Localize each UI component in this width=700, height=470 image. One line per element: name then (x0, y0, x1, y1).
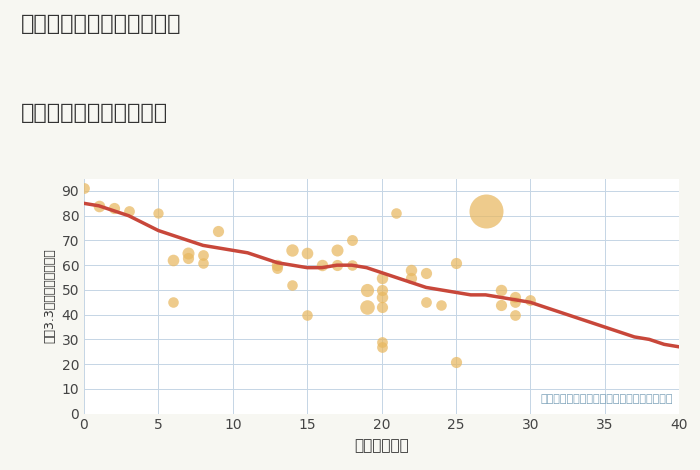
Point (406, 274, 417, 282)
Point (346, 237, 357, 244)
Point (197, 251, 209, 259)
Point (168, 298, 179, 306)
Point (450, 358, 461, 365)
Point (361, 286, 372, 294)
Point (93, 202, 104, 210)
Point (287, 247, 298, 254)
Point (316, 261, 328, 269)
Point (183, 254, 194, 261)
Point (361, 304, 372, 311)
Point (168, 257, 179, 264)
Text: 千葉県市原市ちはら台南の: 千葉県市原市ちはら台南の (21, 14, 181, 34)
Point (153, 210, 164, 217)
Point (108, 204, 119, 212)
Point (495, 286, 506, 294)
Point (510, 311, 521, 318)
Point (212, 227, 223, 235)
Point (302, 311, 313, 318)
Y-axis label: 坪（3.3㎡）単価（万円）: 坪（3.3㎡）単価（万円） (43, 249, 56, 344)
Point (450, 259, 461, 266)
Point (123, 207, 134, 214)
Point (197, 259, 209, 266)
Point (78, 185, 90, 192)
Point (272, 261, 283, 269)
Point (495, 301, 506, 308)
Point (406, 266, 417, 274)
Point (391, 210, 402, 217)
Text: 築年数別中古戸建て価格: 築年数別中古戸建て価格 (21, 103, 168, 124)
Point (421, 298, 432, 306)
Point (480, 207, 491, 214)
Point (376, 338, 387, 345)
Point (376, 294, 387, 301)
Text: 円の大きさは、取引のあった物件面積を示す: 円の大きさは、取引のあった物件面積を示す (540, 394, 673, 404)
X-axis label: 築年数（年）: 築年数（年） (354, 438, 409, 453)
Point (376, 343, 387, 351)
Point (302, 249, 313, 257)
Point (331, 247, 342, 254)
Point (376, 286, 387, 294)
Point (435, 301, 447, 308)
Point (287, 281, 298, 289)
Point (510, 298, 521, 306)
Point (272, 264, 283, 271)
Point (331, 261, 342, 269)
Point (376, 304, 387, 311)
Point (376, 274, 387, 282)
Point (421, 269, 432, 276)
Point (510, 294, 521, 301)
Point (183, 249, 194, 257)
Point (346, 261, 357, 269)
Point (525, 296, 536, 304)
